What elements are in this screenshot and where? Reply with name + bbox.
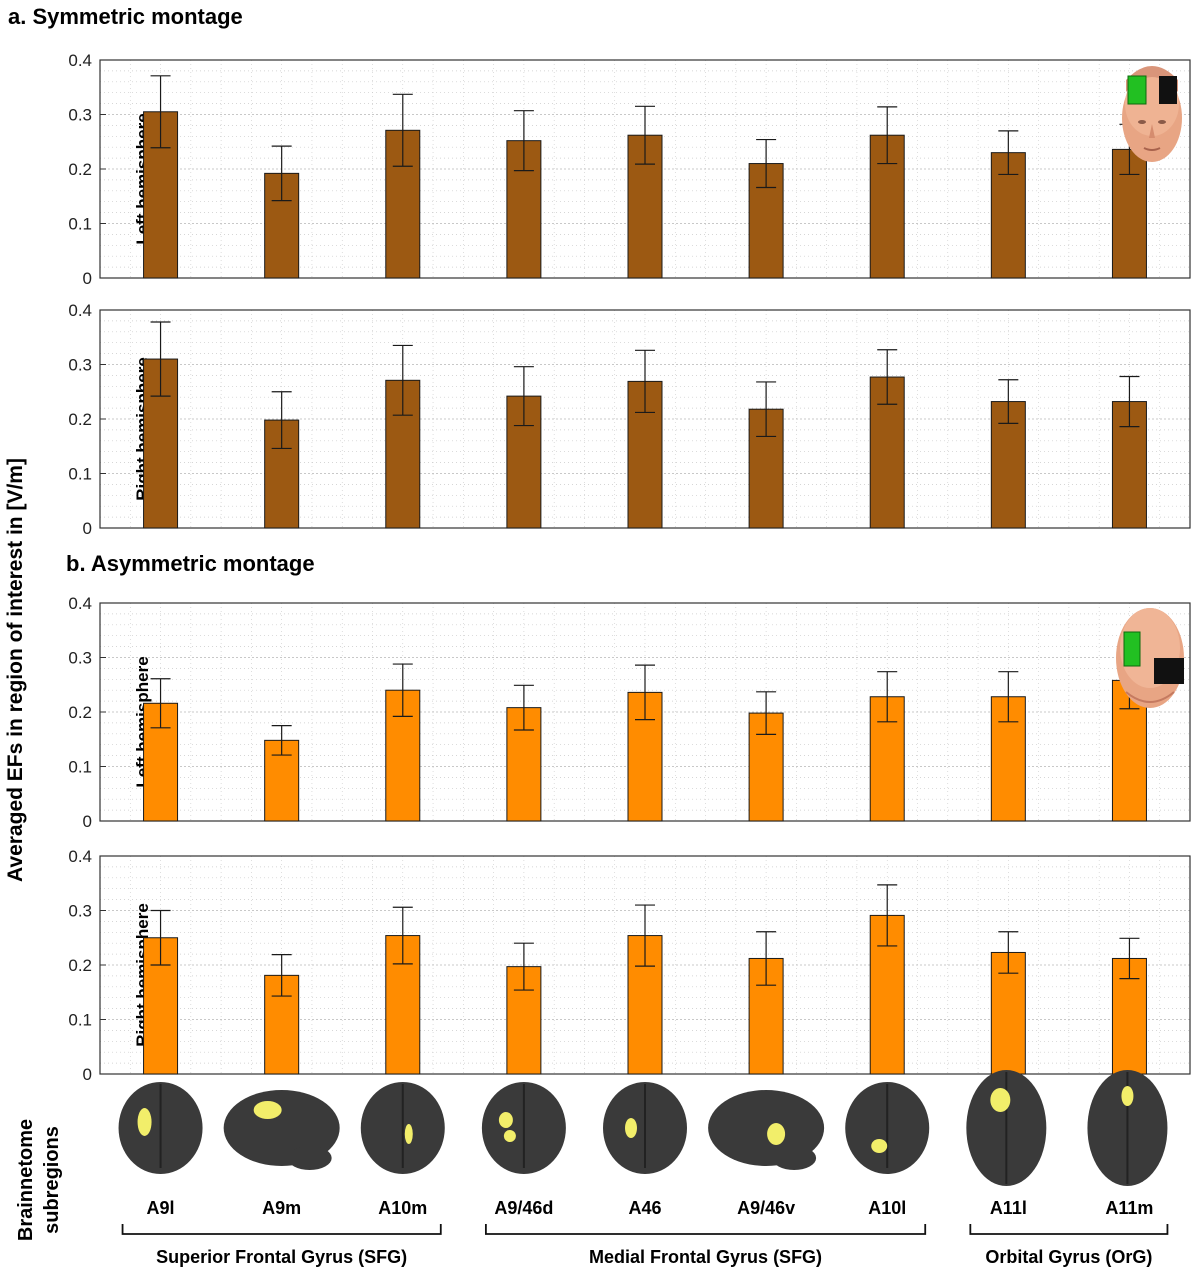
bracket-line: [484, 1224, 927, 1235]
brain-roi-highlight: [990, 1088, 1011, 1112]
brain-roi-highlight: [137, 1108, 152, 1136]
y-tick-label: 0.4: [68, 301, 92, 320]
group-label: Medial Frontal Gyrus (SFG): [589, 1247, 822, 1267]
y-tick-label: 0.2: [68, 160, 92, 179]
region-label-A9m: A9m: [262, 1198, 301, 1218]
brainnetome-label-line1: Brainnetome: [15, 1119, 37, 1241]
group-bracket: Orbital Gyrus (OrG): [969, 1224, 1169, 1267]
brain-region-icon: [481, 1082, 566, 1174]
y-tick-label: 0.3: [68, 356, 92, 375]
group-label: Orbital Gyrus (OrG): [985, 1247, 1152, 1267]
brain-roi-highlight: [253, 1101, 282, 1119]
brain-roi-highlight: [625, 1118, 637, 1138]
y-tick-label: 0.2: [68, 956, 92, 975]
y-tick-label: 0.4: [68, 51, 92, 70]
bracket-line: [969, 1224, 1169, 1235]
y-tick-label: 0.3: [68, 649, 92, 668]
y-tick-label: 0.1: [68, 1011, 92, 1030]
y-tick-label: 0: [83, 269, 92, 288]
y-axis-label: Averaged EFs in region of interest in [V…: [4, 458, 27, 882]
group-bracket: Medial Frontal Gyrus (SFG): [484, 1224, 927, 1267]
section-a-title: a. Symmetric montage: [8, 4, 243, 29]
brain-region-icon: [223, 1090, 340, 1170]
brain-cerebellum: [287, 1146, 332, 1170]
group-label: Superior Frontal Gyrus (SFG): [156, 1247, 407, 1267]
brain-images: [118, 1070, 1168, 1186]
brain-roi-highlight: [767, 1123, 786, 1145]
region-label-A9-46d: A9/46d: [494, 1198, 553, 1218]
bar-A46: [627, 691, 663, 822]
y-tick-label: 0.4: [68, 594, 92, 613]
group-bracket: Superior Frontal Gyrus (SFG): [121, 1224, 442, 1267]
brain-region-icon: [1087, 1070, 1168, 1186]
y-tick-label: 0: [83, 1065, 92, 1084]
brain-roi-highlight: [404, 1124, 413, 1144]
y-tick-label: 0.2: [68, 703, 92, 722]
brain-roi-highlight: [1121, 1086, 1134, 1106]
y-tick-label: 0: [83, 812, 92, 831]
brain-region-icon: [845, 1082, 930, 1174]
brain-roi-highlight: [871, 1139, 888, 1153]
brain-region-icon: [603, 1082, 687, 1174]
region-label-A46: A46: [628, 1198, 661, 1218]
y-tick-label: 0.1: [68, 758, 92, 777]
group-brackets: Superior Frontal Gyrus (SFG) Medial Front…: [121, 1224, 1169, 1267]
bar-A9-46v: [748, 408, 784, 529]
brain-region-icon: [966, 1070, 1047, 1186]
section-b-title: b. Asymmetric montage: [66, 551, 315, 576]
y-tick-label: 0: [83, 519, 92, 538]
brainnetome-label-line2: subregions: [41, 1126, 63, 1234]
y-tick-label: 0.1: [68, 465, 92, 484]
brain-region-icon: [360, 1082, 445, 1174]
bracket-line: [121, 1224, 442, 1235]
y-tick-label: 0.1: [68, 215, 92, 234]
region-label-A10m: A10m: [378, 1198, 427, 1218]
bar-A46: [627, 134, 663, 279]
region-label-A10l: A10l: [868, 1198, 906, 1218]
brain-roi-highlight: [503, 1130, 516, 1142]
y-tick-label: 0.4: [68, 847, 92, 866]
region-label-A9-46v: A9/46v: [737, 1198, 795, 1218]
region-label-A11m: A11m: [1105, 1198, 1153, 1218]
region-label-A11l: A11l: [990, 1198, 1027, 1218]
region-labels: A9l A9m A10m A9/46d A46 A9/46v A10l A11l A11m: [147, 1198, 1154, 1218]
brain-cerebellum: [772, 1146, 817, 1170]
y-tick-label: 0.3: [68, 902, 92, 921]
head-top-montage-icon: [1116, 608, 1184, 708]
region-label-A9l: A9l: [147, 1198, 175, 1218]
head-front-montage-icon: [1122, 66, 1182, 162]
brain-region-icon: [118, 1082, 203, 1174]
brain-region-icon: [708, 1090, 825, 1170]
brain-roi-highlight: [498, 1112, 513, 1128]
y-tick-label: 0.2: [68, 410, 92, 429]
y-tick-label: 0.3: [68, 106, 92, 125]
